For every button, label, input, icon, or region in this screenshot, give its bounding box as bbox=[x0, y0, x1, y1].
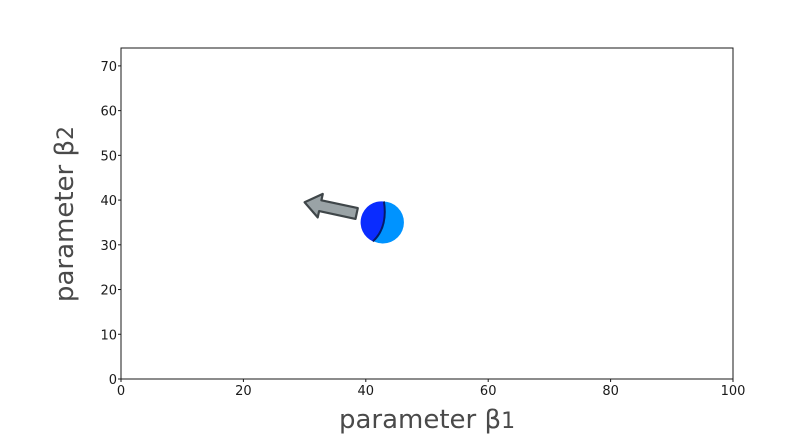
y-tick-label: 40 bbox=[100, 194, 117, 209]
x-axis-title-subscript: 1 bbox=[501, 409, 515, 434]
y-tick-label: 10 bbox=[100, 328, 117, 343]
data-point-divider bbox=[372, 201, 386, 243]
x-tick-label: 80 bbox=[602, 384, 619, 399]
x-tick-label: 40 bbox=[358, 384, 375, 399]
y-tick-label: 30 bbox=[100, 239, 117, 254]
x-axis-title: parameter β1 bbox=[339, 405, 515, 435]
y-tick-label: 70 bbox=[100, 60, 117, 75]
data-point bbox=[360, 201, 404, 244]
y-axis-title-subscript: 2 bbox=[54, 126, 79, 140]
x-tick-label: 0 bbox=[117, 384, 125, 399]
y-tick-label: 50 bbox=[100, 149, 117, 164]
plot-area bbox=[120, 47, 734, 380]
x-tick-label: 100 bbox=[721, 384, 746, 399]
axis-ticks: 0 20 40 60 80 100 0 10 20 30 40 50 60 70 bbox=[100, 60, 745, 399]
y-axis-title-text: parameter β bbox=[50, 140, 80, 302]
y-tick-label: 60 bbox=[100, 105, 117, 120]
y-tick-label: 0 bbox=[109, 373, 117, 388]
y-tick-label: 20 bbox=[100, 284, 117, 299]
data-marks bbox=[303, 192, 404, 244]
x-tick-label: 20 bbox=[235, 384, 252, 399]
y-axis-title: parameter β2 bbox=[50, 126, 80, 302]
x-axis-title-text: parameter β bbox=[339, 405, 501, 435]
direction-arrow bbox=[303, 192, 359, 220]
x-tick-label: 60 bbox=[480, 384, 497, 399]
data-point-dark-half bbox=[360, 201, 385, 242]
